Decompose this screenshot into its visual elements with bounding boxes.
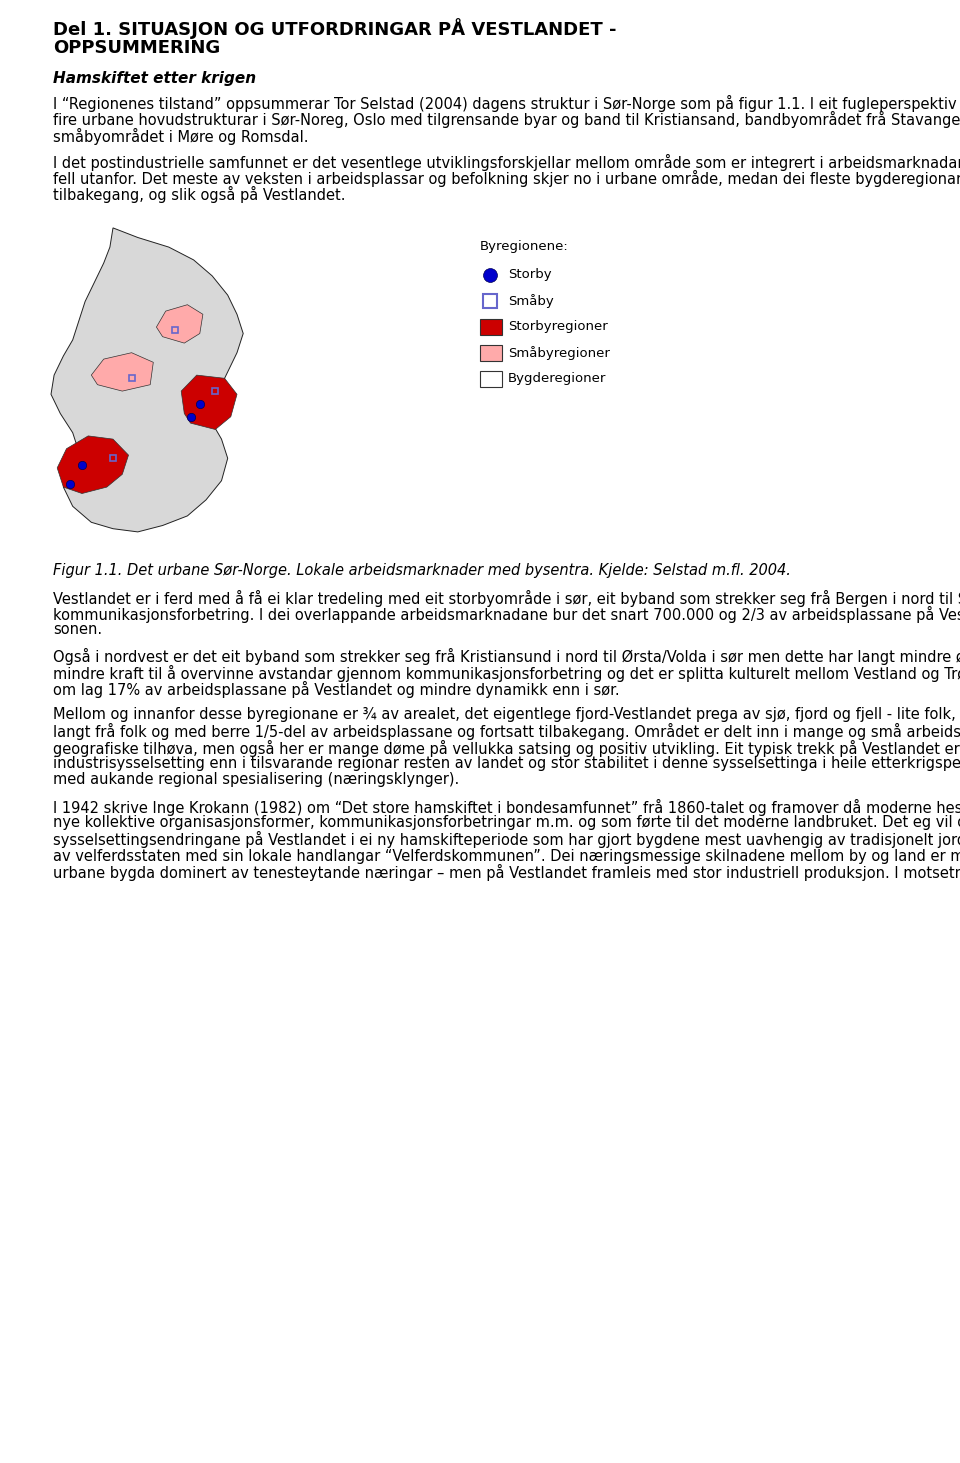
Text: Også i nordvest er det eit byband som strekker seg frå Kristiansund i nord til Ø: Også i nordvest er det eit byband som st… [53, 648, 960, 666]
Text: Bygderegioner: Bygderegioner [508, 372, 607, 385]
Text: geografiske tilhøva, men også her er mange døme på vellukka satsing og positiv u: geografiske tilhøva, men også her er man… [53, 740, 960, 756]
Polygon shape [51, 228, 243, 533]
Text: I 1942 skrive Inge Krokann (1982) om “Det store hamskiftet i bondesamfunnet” frå: I 1942 skrive Inge Krokann (1982) om “De… [53, 799, 960, 815]
Text: fire urbane hovudstrukturar i Sør-Noreg, Oslo med tilgrensande byar og band til : fire urbane hovudstrukturar i Sør-Noreg,… [53, 111, 960, 129]
Text: om lag 17% av arbeidsplassane på Vestlandet og mindre dynamikk enn i sør.: om lag 17% av arbeidsplassane på Vestlan… [53, 680, 619, 698]
Text: tilbakegang, og slik også på Vestlandet.: tilbakegang, og slik også på Vestlandet. [53, 186, 346, 203]
Text: Del 1. SITUASJON OG UTFORDRINGAR PÅ VESTLANDET -: Del 1. SITUASJON OG UTFORDRINGAR PÅ VEST… [53, 18, 616, 40]
Text: Storby: Storby [508, 268, 552, 281]
Text: Småbyregioner: Småbyregioner [508, 345, 610, 360]
Polygon shape [91, 353, 154, 391]
Text: I “Regionenes tilstand” oppsummerar Tor Selstad (2004) dagens struktur i Sør-Nor: I “Regionenes tilstand” oppsummerar Tor … [53, 95, 960, 113]
Polygon shape [181, 375, 237, 430]
Text: Mellom og innanfor desse byregionane er ¾ av arealet, det eigentlege fjord-Vestl: Mellom og innanfor desse byregionane er … [53, 707, 960, 723]
Text: nye kollektive organisasjonsformer, kommunikasjonsforbetringar m.m. og som førte: nye kollektive organisasjonsformer, komm… [53, 815, 960, 830]
Text: med aukande regional spesialisering (næringsklynger).: med aukande regional spesialisering (nær… [53, 772, 459, 787]
Text: urbane bygda dominert av tenesteytande næringar – men på Vestlandet framleis med: urbane bygda dominert av tenesteytande n… [53, 863, 960, 881]
Text: industrisysselsetting enn i tilsvarande regionar resten av landet og stor stabil: industrisysselsetting enn i tilsvarande … [53, 756, 960, 771]
Text: Hamskiftet etter krigen: Hamskiftet etter krigen [53, 70, 256, 86]
Text: OPPSUMMERING: OPPSUMMERING [53, 40, 220, 57]
Text: Vestlandet er i ferd med å få ei klar tredeling med eit storbyområde i sør, eit : Vestlandet er i ferd med å få ei klar tr… [53, 590, 960, 607]
Text: fell utanfor. Det meste av veksten i arbeidsplassar og befolkning skjer no i urb: fell utanfor. Det meste av veksten i arb… [53, 170, 960, 187]
Text: sysselsettingsendringane på Vestlandet i ei ny hamskifteperiode som har gjort by: sysselsettingsendringane på Vestlandet i… [53, 831, 960, 849]
Bar [483, 294, 497, 307]
Text: langt frå folk og med berre 1/5-del av arbeidsplassane og fortsatt tilbakegang. : langt frå folk og med berre 1/5-del av a… [53, 723, 960, 740]
Text: sonen.: sonen. [53, 622, 102, 636]
Text: kommunikasjonsforbetring. I dei overlappande arbeidsmarknadane bur det snart 700: kommunikasjonsforbetring. I dei overlapp… [53, 606, 960, 623]
Bar [480, 370, 502, 386]
Text: Byregionene:: Byregionene: [480, 240, 568, 253]
Text: småbyområdet i Møre og Romsdal.: småbyområdet i Møre og Romsdal. [53, 127, 308, 145]
Text: Figur 1.1. Det urbane Sør-Norge. Lokale arbeidsmarknader med bysentra. Kjelde: S: Figur 1.1. Det urbane Sør-Norge. Lokale … [53, 563, 791, 578]
Text: mindre kraft til å overvinne avstandar gjennom kommunikasjonsforbetring og det e: mindre kraft til å overvinne avstandar g… [53, 664, 960, 682]
Text: av velferdsstaten med sin lokale handlangar “Velferdskommunen”. Dei næringsmessi: av velferdsstaten med sin lokale handlan… [53, 847, 960, 865]
Bar [480, 345, 502, 361]
Polygon shape [156, 304, 203, 344]
Bar [480, 319, 502, 335]
Text: Storbyregioner: Storbyregioner [508, 320, 608, 334]
Text: Småby: Småby [508, 294, 554, 307]
Text: I det postindustrielle samfunnet er det vesentlege utviklingsforskjellar mellom : I det postindustrielle samfunnet er det … [53, 154, 960, 171]
Polygon shape [58, 436, 129, 493]
